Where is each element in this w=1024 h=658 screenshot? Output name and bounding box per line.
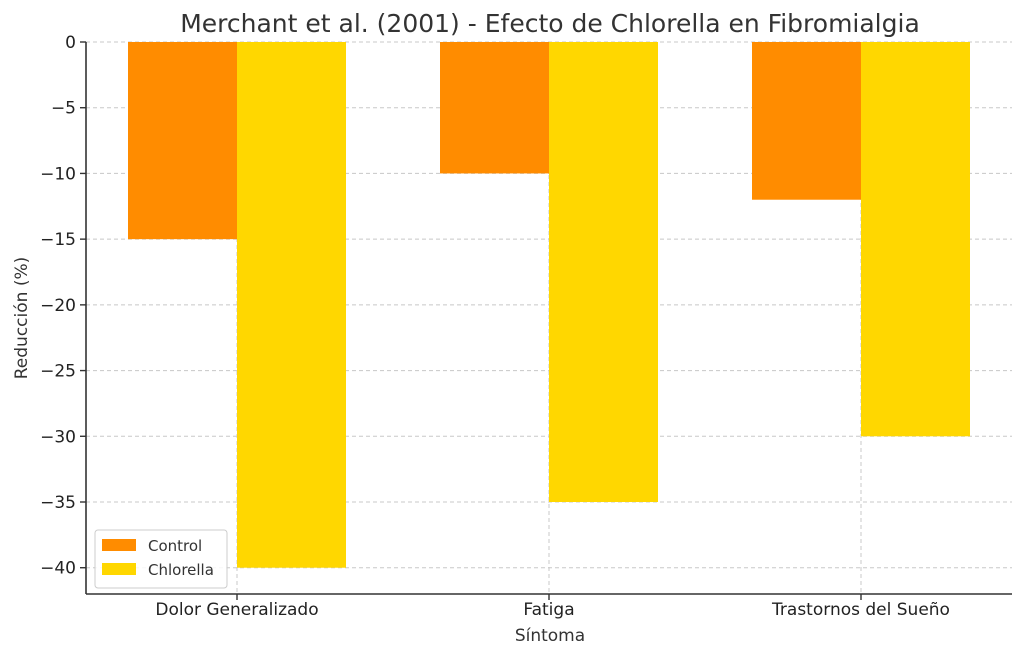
y-tick-label: −20 [40,296,76,316]
y-tick-label: −30 [40,427,76,447]
legend: Control Chlorella [94,529,228,589]
y-tick-label: 0 [65,33,76,53]
y-tick-label: −15 [40,230,76,250]
y-axis-label: Reducción (%) [12,257,32,380]
chart-title: Merchant et al. (2001) - Efecto de Chlor… [180,9,920,38]
bar-chlorella-0 [237,42,346,568]
bar-control-0 [128,42,237,240]
bar-chlorella-2 [861,42,970,437]
y-tick-label: −35 [40,493,76,513]
legend-swatch-chlorella [102,563,136,575]
y-ticks: 0 −5 −10 −15 −20 −25 −30 −35 −40 [40,33,86,579]
x-ticks: Dolor Generalizado Fatiga Trastornos del S… [155,594,950,620]
bars [128,42,970,568]
legend-label-control: Control [148,537,202,555]
legend-swatch-control [102,539,136,551]
bar-control-2 [752,42,861,200]
x-tick-label: Fatiga [523,600,574,620]
y-tick-label: −5 [51,99,76,119]
legend-label-chlorella: Chlorella [148,561,214,579]
bar-control-1 [440,42,549,174]
x-tick-label: Dolor Generalizado [155,600,318,620]
x-tick-label: Trastornos del Sueño [771,600,950,620]
y-tick-label: −40 [40,559,76,579]
y-tick-label: −25 [40,362,76,382]
x-axis-label: Síntoma [515,626,585,646]
bar-chlorella-1 [549,42,658,502]
y-tick-label: −10 [40,164,76,184]
